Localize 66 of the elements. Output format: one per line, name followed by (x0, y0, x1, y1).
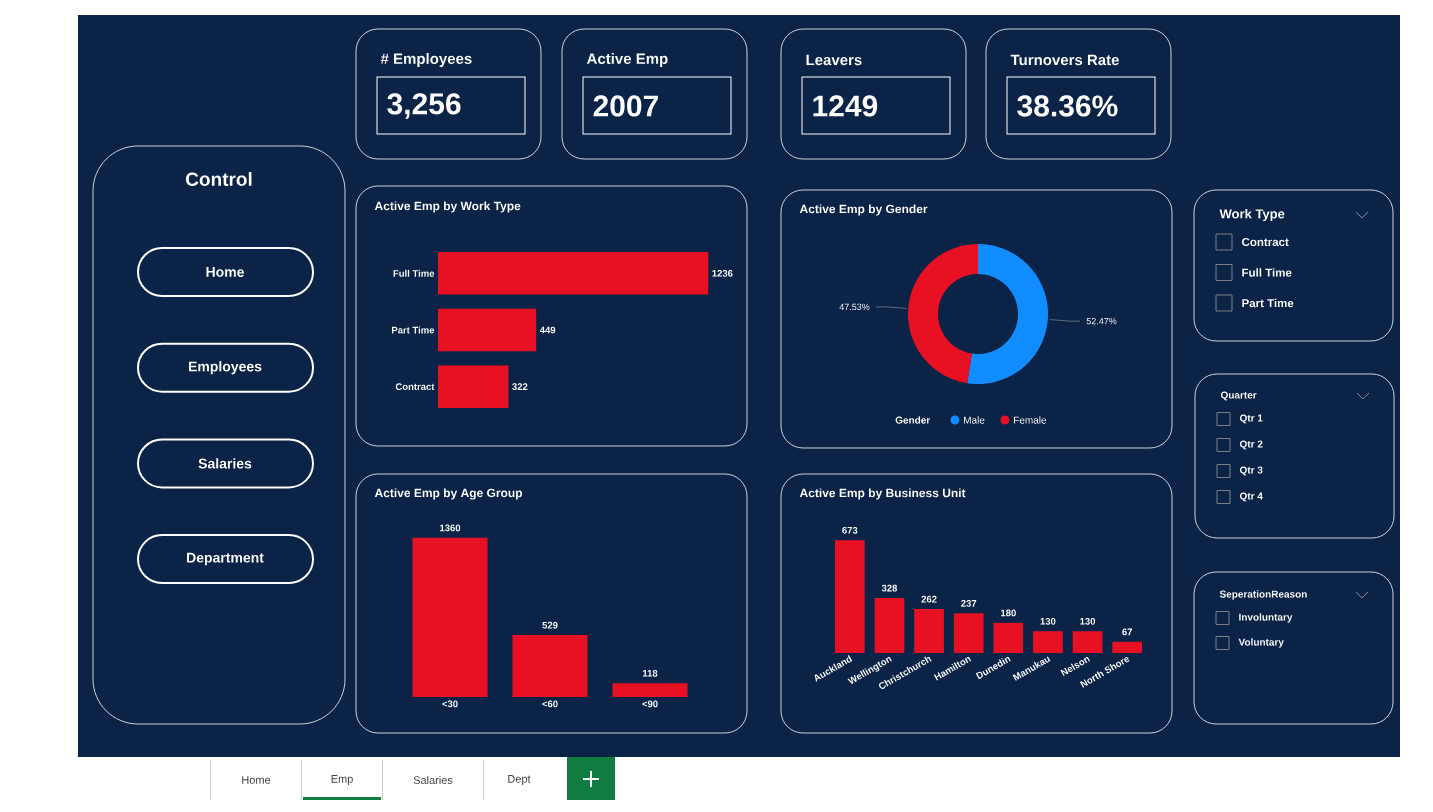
text: 38.36% (1017, 95, 1118, 117)
x-tick-label: <60 (542, 700, 558, 708)
text: Work Type (1219, 208, 1285, 222)
data-label: 328 (881, 584, 898, 592)
text: Turnovers Rate (1010, 54, 1119, 66)
data-label: 1360 (440, 524, 461, 532)
text: Home (242, 776, 271, 784)
chart-title: Active Emp by Business Unit (799, 488, 966, 500)
data-label: 118 (642, 669, 658, 677)
bar (953, 613, 984, 653)
text: Dept (508, 775, 531, 785)
bar (1112, 641, 1143, 653)
data-label: 449 (539, 326, 556, 334)
data-label: 180 (1000, 609, 1016, 617)
text: SeperationReason (1219, 590, 1307, 600)
text: Active Emp (586, 53, 668, 67)
text: Salaries (413, 775, 453, 785)
y-tick-label: Part Time (391, 326, 435, 334)
bar (993, 622, 1024, 653)
text: 2007 (593, 95, 658, 117)
bar (1072, 631, 1103, 653)
data-label: 1236 (712, 269, 733, 277)
text: Involuntary (1239, 613, 1293, 623)
text: Qtr 1 (1239, 414, 1263, 424)
text: Contract (1242, 237, 1289, 247)
data-label: 47.53% (839, 303, 870, 311)
bar (1033, 631, 1063, 653)
y-tick-label: Full Time (393, 269, 435, 277)
x-tick-label: <90 (642, 700, 658, 708)
data-label: 262 (921, 595, 937, 603)
data-label: 673 (842, 526, 858, 534)
text: Home (206, 267, 244, 277)
text: Leavers (806, 54, 862, 66)
data-label: 52.47% (1086, 317, 1117, 325)
legend-label: Male (964, 416, 985, 424)
text: 1249 (813, 95, 878, 117)
text: Qtr 3 (1239, 466, 1263, 476)
data-label: 67 (1122, 628, 1133, 636)
y-tick-label: Contract (395, 383, 435, 391)
text: Salaries (198, 458, 252, 469)
data-label: 130 (1040, 617, 1056, 625)
text: Employees (188, 361, 262, 375)
chart-title: Active Emp by Work Type (374, 201, 521, 213)
legend-label: Female (1014, 416, 1047, 424)
bar (874, 598, 905, 653)
text: 3,256 (387, 93, 461, 119)
text: Qtr 2 (1239, 440, 1263, 450)
data-label: 237 (961, 600, 977, 607)
text: Emp (331, 775, 353, 785)
text: Qtr 4 (1239, 492, 1263, 502)
data-label: 529 (542, 621, 558, 629)
chart-title: Active Emp by Age Group (374, 488, 523, 500)
text: Quarter (1220, 391, 1257, 401)
bar (914, 609, 944, 653)
data-label: 130 (1080, 617, 1096, 625)
bar (834, 540, 865, 653)
text: Voluntary (1238, 638, 1284, 648)
legend-title: Gender (895, 416, 931, 424)
text: Full Time (1242, 268, 1292, 277)
x-tick-label: <30 (442, 700, 458, 708)
text: # Employees (380, 53, 472, 67)
text: Part Time (1242, 298, 1294, 308)
text: Department (187, 552, 264, 566)
text: Control (186, 172, 252, 186)
data-label: 322 (512, 383, 528, 391)
chart-title: Active Emp by Gender (799, 204, 928, 216)
